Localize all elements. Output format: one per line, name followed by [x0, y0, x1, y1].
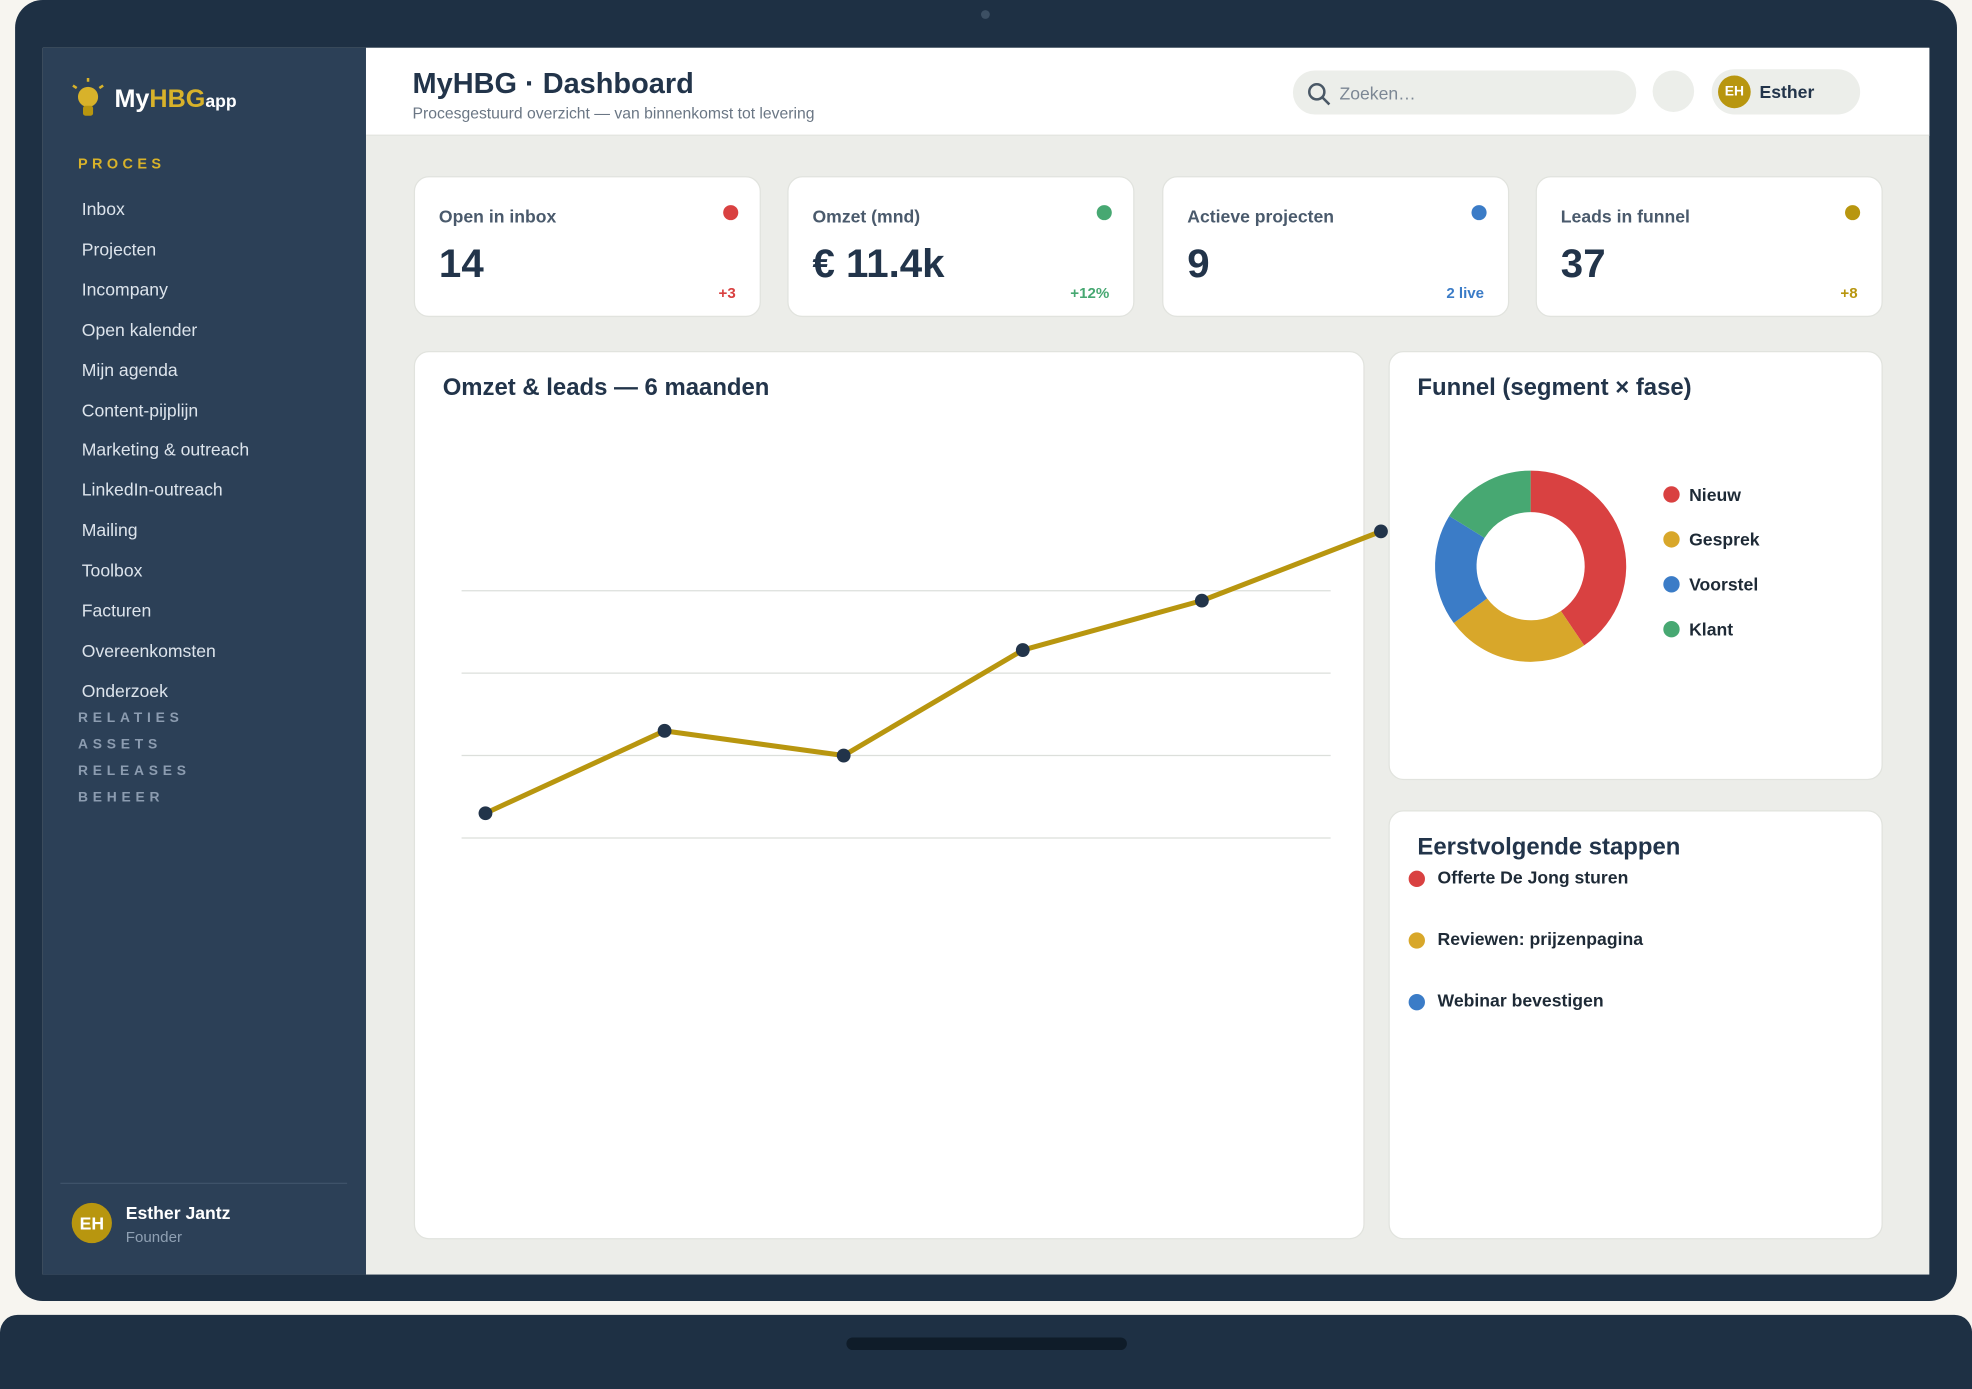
laptop-base [0, 1314, 1972, 1389]
kpi-delta: +3 [718, 284, 736, 302]
next-steps-card: Eerstvolgende stappen Offerte De Jong stu… [1388, 810, 1883, 1240]
user-name: Esther [1759, 81, 1815, 102]
avatar: EH [1718, 75, 1751, 109]
legend-label: Voorstel [1689, 575, 1758, 595]
nav-item[interactable]: Incompany [81, 279, 168, 300]
section-title[interactable]: RELEASES [77, 763, 191, 779]
nav-item[interactable]: Mailing [81, 519, 138, 541]
kpi-card: Open in inbox 14 +3 [413, 176, 761, 318]
notification-button[interactable] [1652, 70, 1695, 112]
logo: MyHBGapp [114, 86, 236, 115]
kpi-value: 9 [1187, 240, 1210, 286]
legend-label: Klant [1689, 620, 1733, 640]
donut-segment [1435, 516, 1488, 624]
donut-chart: Nieuw Gesprek Voorstel Klant [1435, 470, 1760, 662]
logo-app: app [205, 90, 237, 111]
kpi-delta: +12% [1070, 284, 1110, 302]
section-title[interactable]: RELATIES [77, 710, 184, 726]
point [1374, 524, 1388, 539]
kpi-card: Omzet (mnd) € 11.4k +12% [787, 176, 1135, 318]
line-chart [461, 524, 1388, 839]
legend-swatch [1663, 621, 1680, 638]
step-text[interactable]: Offerte De Jong sturen [1437, 866, 1629, 888]
section-title[interactable]: ASSETS [77, 736, 163, 753]
point [657, 723, 672, 738]
screen: MyHBGapp EH Esther Jantz Founder PROCES I… [42, 47, 1930, 1275]
camera [981, 10, 990, 19]
nav-item[interactable]: Overeenkomsten [81, 640, 216, 661]
kpi-dot [1471, 205, 1487, 221]
nav-item[interactable]: Mijn agenda [81, 359, 178, 380]
step-text[interactable]: Reviewen: prijzenpagina [1437, 928, 1644, 949]
kpi-label: Open in inbox [438, 206, 557, 227]
kpi-dot [1845, 205, 1861, 221]
point [1194, 593, 1209, 608]
page-title: MyHBG · Dashboard [412, 66, 694, 100]
nav-item[interactable]: Facturen [81, 600, 152, 621]
legend-swatch [1663, 486, 1680, 503]
user-name: Esther Jantz [125, 1202, 231, 1223]
user-menu[interactable]: EH Esther [1711, 69, 1861, 115]
avatar: EH [71, 1202, 112, 1244]
kpi-label: Omzet (mnd) [812, 206, 921, 227]
line [484, 529, 1382, 816]
nav-item[interactable]: Toolbox [81, 560, 143, 581]
kpi-value: € 11.4k [812, 240, 945, 286]
nav-item[interactable]: Marketing & outreach [81, 439, 250, 460]
divider [60, 1182, 348, 1184]
search-placeholder: Zoeken… [1339, 83, 1416, 104]
nav-item[interactable]: Onderzoek [81, 680, 168, 701]
step-dot [1408, 931, 1425, 949]
kpi-dot [1096, 205, 1112, 221]
kpi-value: 37 [1560, 240, 1606, 286]
logo-icon [72, 78, 104, 116]
step-dot [1408, 993, 1425, 1010]
kpi-card: Leads in funnel 37 +8 [1535, 176, 1883, 318]
section-title: PROCES [77, 157, 166, 173]
point [1015, 643, 1030, 657]
nav-item[interactable]: Content-pijplijn [81, 399, 199, 420]
nav-item[interactable]: Open kalender [81, 319, 198, 340]
nav-item[interactable]: LinkedIn-outreach [81, 479, 223, 500]
point [478, 806, 493, 821]
kpi-label: Leads in funnel [1560, 206, 1690, 227]
card-title: Eerstvolgende stappen [1417, 834, 1681, 861]
kpi-delta: 2 live [1446, 284, 1485, 302]
chart-title: Funnel (segment × fase) [1417, 374, 1692, 402]
donut-segment [1530, 470, 1627, 646]
point [836, 748, 851, 763]
nav-item[interactable]: Projecten [81, 238, 157, 260]
kpi-value: 14 [438, 240, 484, 286]
legend-swatch [1663, 531, 1680, 548]
kpi-label: Actieve projecten [1187, 206, 1335, 227]
user-role: Founder [125, 1228, 182, 1246]
page-subtitle: Procesgestuurd overzicht — van binnenkom… [412, 104, 815, 123]
kpi-dot [723, 205, 739, 221]
chart-card: Nieuw Gesprek Voorstel Klant Funnel (segment… [1388, 351, 1883, 781]
search-box[interactable]: Zoeken… [1292, 70, 1637, 115]
step-dot [1408, 870, 1425, 887]
sidebar: MyHBGapp EH Esther Jantz Founder PROCES I… [42, 47, 366, 1275]
kpi-delta: +8 [1840, 284, 1858, 302]
section-title[interactable]: BEHEER [77, 789, 165, 805]
legend-label: Gesprek [1689, 530, 1760, 550]
donut-segment [1449, 470, 1531, 538]
logo-hbg: HBG [149, 85, 206, 114]
kpi-card: Actieve projecten 9 2 live [1162, 176, 1510, 318]
chart-title: Omzet & leads — 6 maanden [442, 374, 770, 402]
chart-card: Omzet & leads — 6 maanden [413, 351, 1388, 1240]
step-text[interactable]: Webinar bevestigen [1437, 990, 1604, 1011]
logo-my: My [114, 85, 150, 114]
header: MyHBG · Dashboard Procesgestuurd overzic… [365, 47, 1930, 136]
nav-item[interactable]: Inbox [81, 198, 125, 219]
trackpad-notch [846, 1337, 1127, 1351]
legend-swatch [1663, 576, 1680, 593]
search-icon [1308, 83, 1331, 106]
legend-label: Nieuw [1689, 485, 1741, 505]
donut-segment [1453, 598, 1585, 662]
